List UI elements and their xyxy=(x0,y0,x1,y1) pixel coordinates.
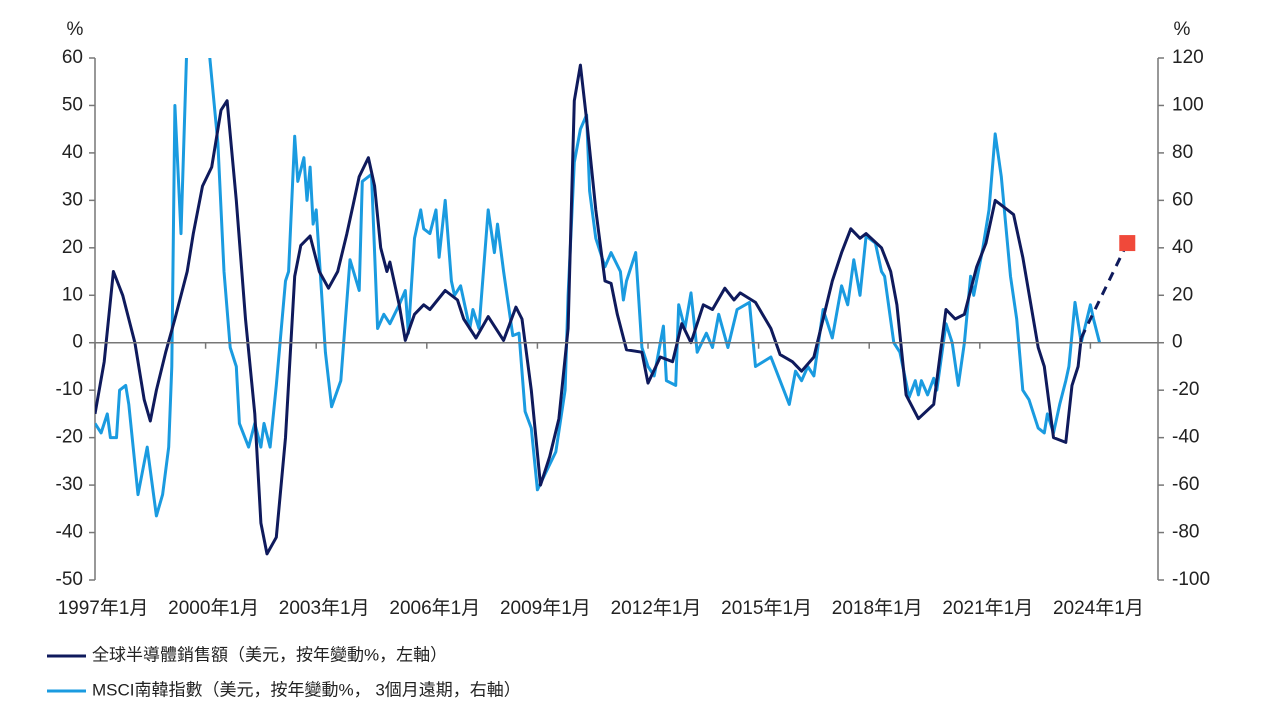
y2-tick-label: -100 xyxy=(1172,569,1210,590)
y-tick-label: 40 xyxy=(62,142,83,163)
x-tick-label: 2000年1月 xyxy=(168,597,259,619)
forecast-line xyxy=(1079,242,1129,339)
y-tick-label: 50 xyxy=(62,94,83,115)
x-tick-label: 2006年1月 xyxy=(389,597,480,619)
y2-tick-label: 100 xyxy=(1172,94,1204,115)
y-tick-label: -50 xyxy=(56,569,83,590)
y2-tick-label: -20 xyxy=(1172,379,1199,400)
x-tick-label: 2018年1月 xyxy=(832,597,923,619)
series-line xyxy=(95,63,1083,556)
x-tick-label: 2015年1月 xyxy=(721,597,812,619)
x-tick-label: 2009年1月 xyxy=(500,597,591,619)
y-unit-label: % xyxy=(67,19,84,40)
y-tick-label: 10 xyxy=(62,284,83,305)
forecast-marker xyxy=(1119,235,1136,252)
y2-tick-label: 0 xyxy=(1172,332,1183,353)
y2-tick-label: 40 xyxy=(1172,237,1193,258)
x-tick-label: 2003年1月 xyxy=(279,597,370,619)
y2-tick-label: 60 xyxy=(1172,189,1193,210)
y2-tick-label: 80 xyxy=(1172,142,1193,163)
y2-tick-label: -80 xyxy=(1172,522,1199,543)
y-tick-label: 30 xyxy=(62,189,83,210)
y2-unit-label: % xyxy=(1174,19,1191,40)
y-tick-label: 20 xyxy=(62,237,83,258)
y-tick-label: -20 xyxy=(56,427,83,448)
x-tick-label: 2012年1月 xyxy=(611,597,702,619)
y-tick-label: 60 xyxy=(62,47,83,68)
legend: 全球半導體銷售額（美元，按年變動%，左軸） MSCI南韓指數（美元，按年變動%，… xyxy=(47,645,521,699)
y2-tick-label: -40 xyxy=(1172,427,1199,448)
y2-tick-label: -60 xyxy=(1172,474,1199,495)
y-tick-label: -10 xyxy=(56,379,83,400)
y2-tick-label: 20 xyxy=(1172,284,1193,305)
y-tick-label: 0 xyxy=(72,332,83,353)
y2-tick-label: 120 xyxy=(1172,47,1204,68)
plot-area xyxy=(95,58,1129,556)
x-tick-label: 2024年1月 xyxy=(1053,597,1144,619)
y-tick-label: -40 xyxy=(56,522,83,543)
legend-label: MSCI南韓指數（美元，按年變動%， 3個月遠期，右軸） xyxy=(92,680,521,699)
x-tick-label: 2021年1月 xyxy=(942,597,1033,619)
x-tick-label: 1997年1月 xyxy=(58,597,149,619)
series-line xyxy=(95,58,1102,518)
y-tick-label: -30 xyxy=(56,474,83,495)
legend-label: 全球半導體銷售額（美元，按年變動%，左軸） xyxy=(92,645,447,664)
